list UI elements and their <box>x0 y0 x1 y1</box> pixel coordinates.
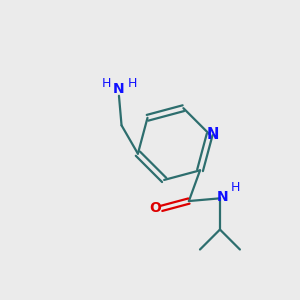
Text: N: N <box>206 127 219 142</box>
Text: H: H <box>128 77 137 90</box>
Text: H: H <box>102 77 111 90</box>
Text: N: N <box>113 82 125 96</box>
Text: O: O <box>150 201 162 215</box>
Text: N: N <box>217 190 228 204</box>
Text: H: H <box>231 181 240 194</box>
